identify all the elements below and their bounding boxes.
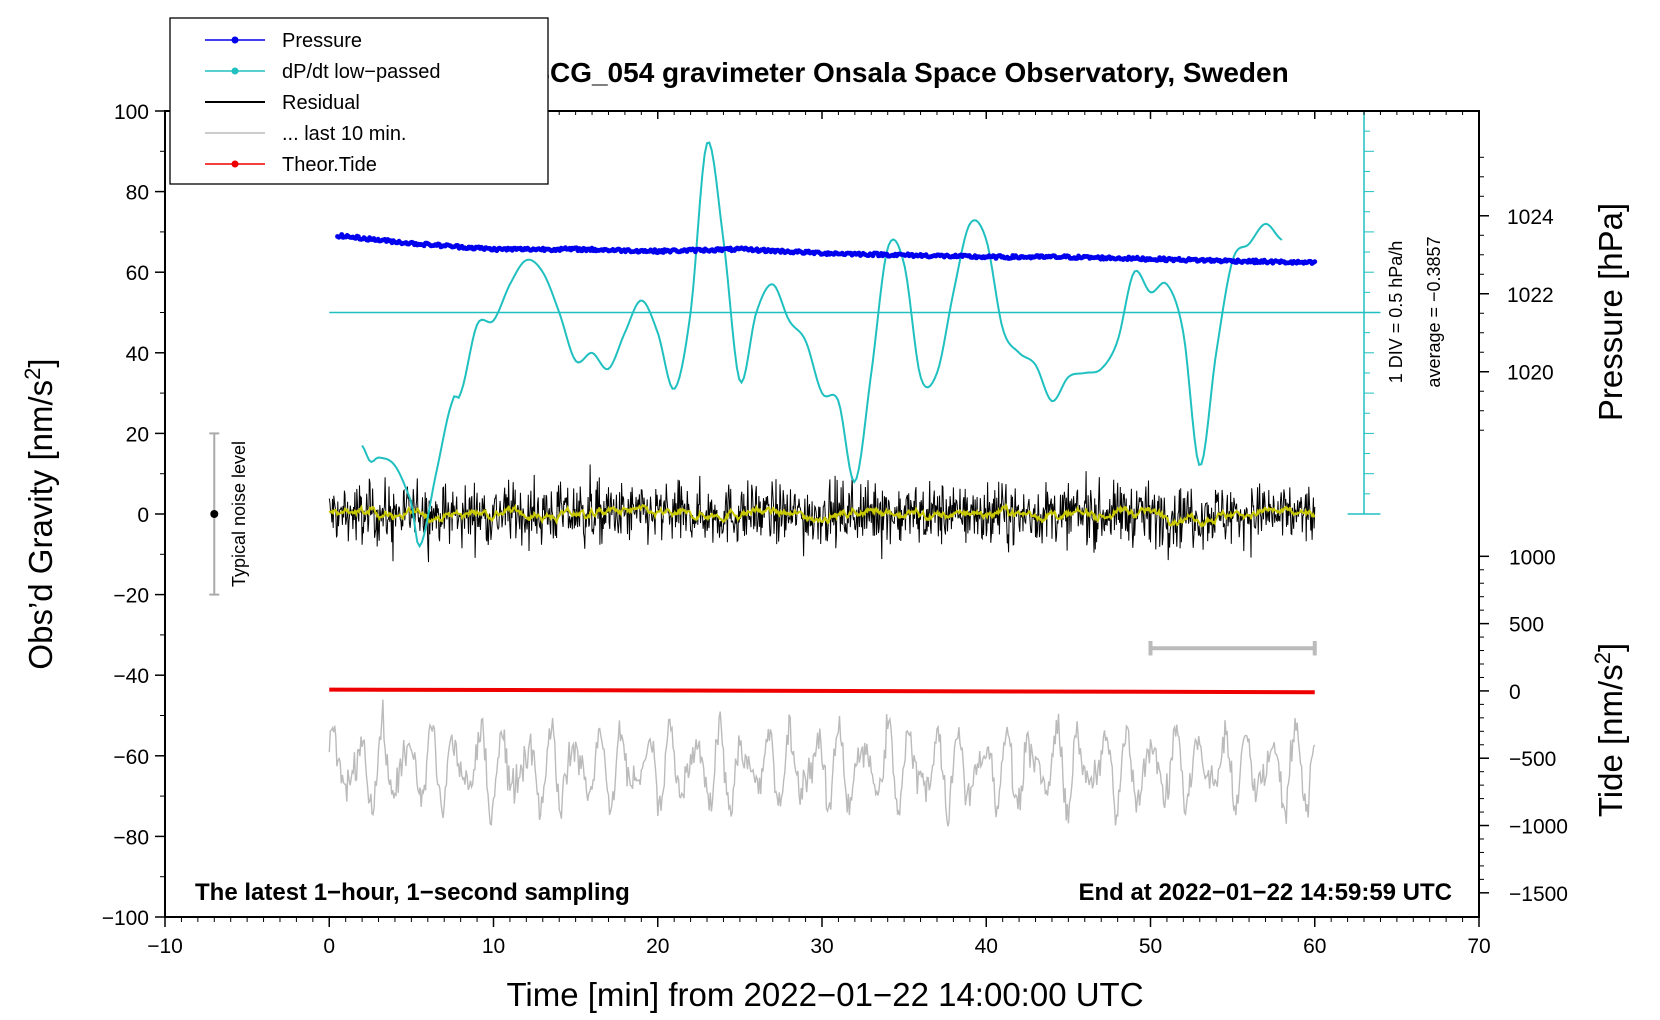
tide-axis-title: Tide [nm/s2] — [1590, 643, 1629, 817]
residual-smoothed-line — [328, 502, 1316, 528]
axes-layer: −10 0 10 20 30 40 50 60 70100806040200−20−40−60−… — [102, 101, 1568, 958]
footer-right-annotation: End at 2022−01−22 14:59:59 UTC — [1078, 879, 1452, 906]
x-tick-label: 30 — [810, 935, 833, 958]
legend-label: Pressure — [282, 30, 362, 52]
x-tick-label: 50 — [1139, 935, 1162, 958]
y-tick-label: 60 — [126, 262, 149, 285]
scale-div-label: 1 DIV = 0.5 hPa/h — [1386, 241, 1406, 384]
last-10-min-series-line — [328, 699, 1316, 827]
x-tick-label: 20 — [646, 935, 669, 958]
legend: Pressure dP/dt low−passed Residual ... last… — [169, 17, 549, 185]
pressure-tick-label: 1020 — [1507, 362, 1554, 385]
pressure-point — [1312, 259, 1318, 265]
legend-label: ... last 10 min. — [282, 123, 407, 145]
chart-title: SCG_054 gravimeter Onsala Space Observat… — [531, 57, 1288, 88]
legend-marker — [231, 67, 239, 75]
tide-tick-label: −1500 — [1509, 883, 1568, 906]
x-tick-label: 10 — [482, 935, 505, 958]
pressure-axis-title: Pressure [hPa] — [1592, 203, 1629, 421]
y-tick-label: −40 — [113, 665, 149, 688]
scale-average-label: average = −0.3857 — [1424, 236, 1444, 387]
legend-label: Theor.Tide — [282, 154, 377, 176]
y-tick-label: −80 — [113, 826, 149, 849]
y-tick-label: 0 — [137, 504, 149, 527]
x-tick-label: 60 — [1303, 935, 1326, 958]
tide-tick-label: −500 — [1509, 748, 1556, 771]
theor-tide-series-line — [329, 687, 1315, 695]
y-tick-label: 40 — [126, 343, 149, 366]
tide-tick-label: 1000 — [1509, 546, 1556, 569]
y-tick-label: 100 — [114, 101, 149, 124]
tide-tick-label: −1000 — [1509, 816, 1568, 839]
y-axis-title: Obs’d Gravity [nm/s2] — [20, 358, 59, 669]
y-tick-label: 20 — [126, 423, 149, 446]
x-tick-label: 0 — [323, 935, 335, 958]
tide-tick-label: 0 — [1509, 681, 1521, 704]
y-tick-label: 80 — [126, 182, 149, 205]
y-tick-label: −100 — [102, 907, 149, 930]
noise-bar-center — [210, 510, 219, 518]
legend-label: dP/dt low−passed — [282, 61, 440, 83]
legend-marker — [231, 36, 239, 44]
y-tick-label: −20 — [113, 585, 149, 608]
x-axis-title: Time [min] from 2022−01−22 14:00:00 UTC — [506, 976, 1143, 1013]
footer-left-annotation: The latest 1−hour, 1−second sampling — [195, 879, 630, 906]
x-tick-label: 70 — [1467, 935, 1490, 958]
y-tick-label: −60 — [113, 746, 149, 769]
noise-level-label: Typical noise level — [229, 441, 249, 587]
plot-layer — [209, 110, 1381, 827]
x-tick-label: −10 — [147, 935, 183, 958]
x-tick-label: 40 — [975, 935, 998, 958]
pressure-tick-label: 1024 — [1507, 206, 1554, 229]
dpdt-series-line — [361, 141, 1283, 549]
legend-label: Residual — [282, 92, 360, 114]
pressure-series — [335, 232, 1318, 266]
tide-tick-label: 500 — [1509, 614, 1544, 637]
pressure-tick-label: 1022 — [1507, 284, 1554, 307]
legend-marker — [231, 160, 239, 168]
